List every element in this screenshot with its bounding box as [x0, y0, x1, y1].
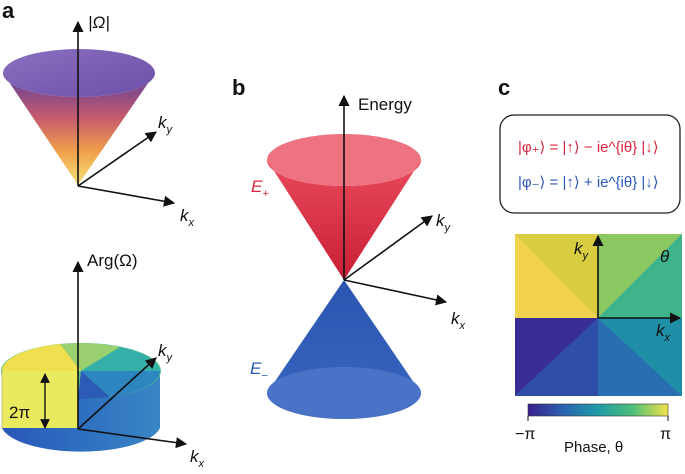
panel-b-label: b — [232, 75, 245, 100]
colorbar-max-label: π — [660, 426, 671, 443]
phase-disk — [1, 343, 161, 452]
eigenstate-minus: |φ₋⟩ = |↑⟩ + ie^{iθ} |↓⟩ — [518, 174, 659, 191]
a-top-kx-label: kx — [180, 206, 195, 229]
b-kx-axis — [343, 279, 448, 306]
theta-label: θ — [660, 247, 670, 266]
energy-axis-label: Energy — [358, 95, 412, 114]
colorbar-title: Phase, θ — [564, 439, 623, 456]
a-top-ky-label: ky — [158, 113, 174, 136]
lower-band-label: E− — [250, 359, 268, 382]
a-bottom-kx-label: kx — [190, 447, 205, 469]
b-ky-label: ky — [436, 211, 452, 234]
b-ky-axis — [343, 215, 433, 281]
eigenstate-plus: |φ₊⟩ = |↑⟩ − ie^{iθ} |↓⟩ — [518, 139, 659, 156]
panel-a-label: a — [2, 0, 15, 23]
phase-axis-label: Arg(Ω) — [87, 251, 138, 270]
a-bottom-kx-axis — [77, 428, 188, 449]
winding-label: 2π — [9, 403, 30, 422]
phase-colorbar — [527, 403, 669, 417]
colorbar-min-label: −π — [515, 426, 535, 443]
a-bottom-ky-label: ky — [158, 341, 174, 364]
magnitude-cone — [3, 49, 155, 185]
magnitude-axis-label: |Ω| — [88, 13, 110, 32]
upper-band-label: E+ — [251, 177, 269, 200]
a-bottom-ky-axis — [77, 357, 157, 430]
a-top-ky-axis — [77, 131, 157, 187]
c-ky-label: ky — [574, 239, 590, 262]
a-top-kx-axis — [77, 185, 176, 207]
panel-c-label: c — [498, 75, 510, 100]
c-kx-label: kx — [656, 321, 671, 344]
lower-band-cone — [267, 280, 421, 419]
b-kx-label: kx — [451, 309, 466, 332]
eigenstate-box — [499, 114, 681, 214]
